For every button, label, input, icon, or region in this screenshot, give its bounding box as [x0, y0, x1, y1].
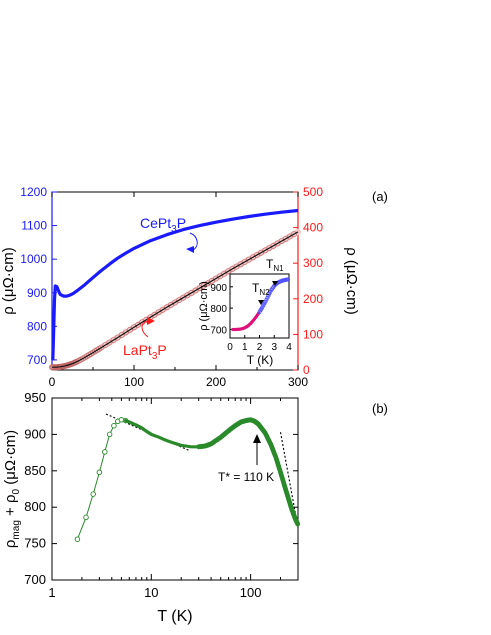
lapt3p-point [135, 321, 141, 328]
panel-b: 1 10 100 700 750 800 850 900 950 T (K) ρmag + ρ… [2, 390, 388, 625]
panel-b-frame [51, 397, 299, 581]
panel-b-x-tick-label: 10 [144, 585, 158, 600]
lapt3p-point [98, 344, 105, 351]
panel-a-left-tick-label: 800 [27, 319, 47, 333]
panel-a-inset: 0 1 2 3 4 700 800 900 T (K) ρ (μΩ·cm) TN1 TN2 [198, 257, 292, 367]
panel-b-ylabel: ρmag + ρ0 (μΩ·cm) [2, 430, 22, 548]
panel-a-left-tick-label: 700 [27, 353, 47, 367]
panel-b-y-tick-label: 850 [24, 463, 46, 478]
magnetic-point [295, 521, 301, 527]
magnetic-point-open [74, 536, 81, 542]
panel-b-y-tick-label: 750 [24, 536, 46, 551]
panel-a-right-tick-label: 200 [303, 292, 323, 306]
panel-a-right-ylabel: ρ (μΩ·cm) [343, 247, 360, 315]
inset-series [231, 277, 290, 332]
cept3p-arrowhead [186, 246, 194, 253]
panel-a-series [49, 208, 301, 371]
panel-b-y-ticks: 700 750 800 850 900 950 [24, 390, 298, 587]
lapt3p-arrow [141, 320, 149, 338]
panel-a-right-tick-label: 300 [303, 256, 323, 270]
panel-a-left-tick-label: 1000 [20, 252, 47, 266]
lapt3p-point [118, 332, 125, 338]
lapt3p-label: LaPt3P [123, 342, 167, 362]
tn2-label: TN2 [252, 281, 270, 297]
panel-a-label: (a) [372, 189, 388, 204]
magnetic-point-open [111, 422, 117, 429]
inset-point-high [263, 299, 268, 304]
panel-a-right-tick-label: 500 [303, 185, 323, 199]
magnetic-point-open [90, 491, 96, 497]
panel-a-right-tick-label: 0 [303, 363, 310, 377]
lapt3p-point [114, 334, 121, 341]
tn2-marker [258, 300, 264, 305]
magnetic-point-open [96, 469, 103, 476]
lapt3p-point [110, 337, 117, 343]
inset-y-tick-label: 900 [210, 283, 227, 294]
tstar-arrowhead [253, 434, 261, 443]
inset-xlabel: T (K) [247, 353, 273, 367]
panel-b-y-tick-label: 950 [24, 390, 46, 405]
panel-a-left-ylabel: ρ (μΩ·cm) [0, 247, 17, 315]
inset-point-high [285, 277, 290, 282]
panel-b-x-tick-label: 100 [240, 585, 262, 600]
panel-a-left-tick-label: 900 [27, 286, 47, 300]
panel-a-left-tick-label: 1100 [21, 219, 47, 233]
inset-x-tick-label: 2 [257, 342, 263, 353]
cept3p-arrow [189, 232, 198, 251]
panel-a-right-tick-label: 100 [303, 327, 323, 341]
lapt3p-point [72, 359, 79, 366]
panel-b-x-tick-label: 1 [48, 585, 55, 600]
inset-point-high [266, 293, 271, 298]
panel-b-label: (b) [372, 401, 388, 416]
panel-a-x-tick-label: 0 [49, 375, 56, 389]
panel-b-xlabel: T (K) [157, 608, 192, 625]
lapt3p-point [155, 309, 162, 316]
lapt3p-point [159, 306, 166, 313]
panel-b-y-tick-label: 800 [24, 499, 46, 514]
magnetic-point-open [83, 514, 89, 521]
panel-b-y-tick-label: 700 [24, 572, 46, 587]
inset-x-tick-label: 4 [286, 342, 292, 353]
lapt3p-point [122, 329, 129, 336]
magnetic-point-open [102, 449, 108, 455]
lapt3p-point [126, 326, 133, 333]
inset-y-tick-label: 700 [210, 325, 227, 336]
lapt3p-point [290, 231, 297, 238]
panel-a-x-ticks: 0 100 200 300 [49, 192, 308, 389]
inset-y-tick-label: 800 [210, 304, 227, 315]
inset-x-tick-label: 0 [227, 342, 233, 353]
inset-ticks: 0 1 2 3 4 700 800 900 [210, 283, 292, 353]
tstar-label: T* = 110 K [218, 470, 274, 484]
lapt3p-point [151, 311, 158, 318]
lapt3p-point [90, 349, 96, 356]
magnetic-point-open [106, 431, 113, 438]
lapt3p-fit-line [52, 231, 299, 368]
inset-point-high [265, 295, 270, 300]
panel-a-x-tick-label: 100 [124, 375, 144, 389]
lapt3p-point [106, 339, 113, 346]
lapt3p-point [131, 324, 137, 331]
panel-a-right-ticks: 0 100 200 300 400 500 [293, 185, 323, 377]
panel-a-x-tick-label: 300 [288, 375, 308, 389]
inset-x-tick-label: 1 [242, 342, 248, 353]
cept3p-line [51, 208, 299, 360]
panel-a-left-tick-label: 1200 [20, 185, 47, 199]
inset-x-tick-label: 3 [271, 342, 277, 353]
panel-b-series [74, 413, 301, 542]
lapt3p-point [102, 342, 109, 348]
panel-b-y-tick-label: 900 [24, 426, 46, 441]
cept3p-label: CePt3P [140, 215, 186, 235]
inset-ylabel: ρ (μΩ·cm) [198, 281, 210, 331]
panel-a-right-tick-label: 400 [303, 221, 323, 235]
tn1-label: TN1 [266, 257, 284, 273]
tn1-marker [272, 281, 278, 286]
inset-frame [229, 273, 290, 339]
panel-a-x-tick-label: 200 [206, 375, 226, 389]
lapt3p-arrowhead [147, 317, 155, 325]
panel-b-x-ticks: 1 10 100 [48, 398, 299, 600]
